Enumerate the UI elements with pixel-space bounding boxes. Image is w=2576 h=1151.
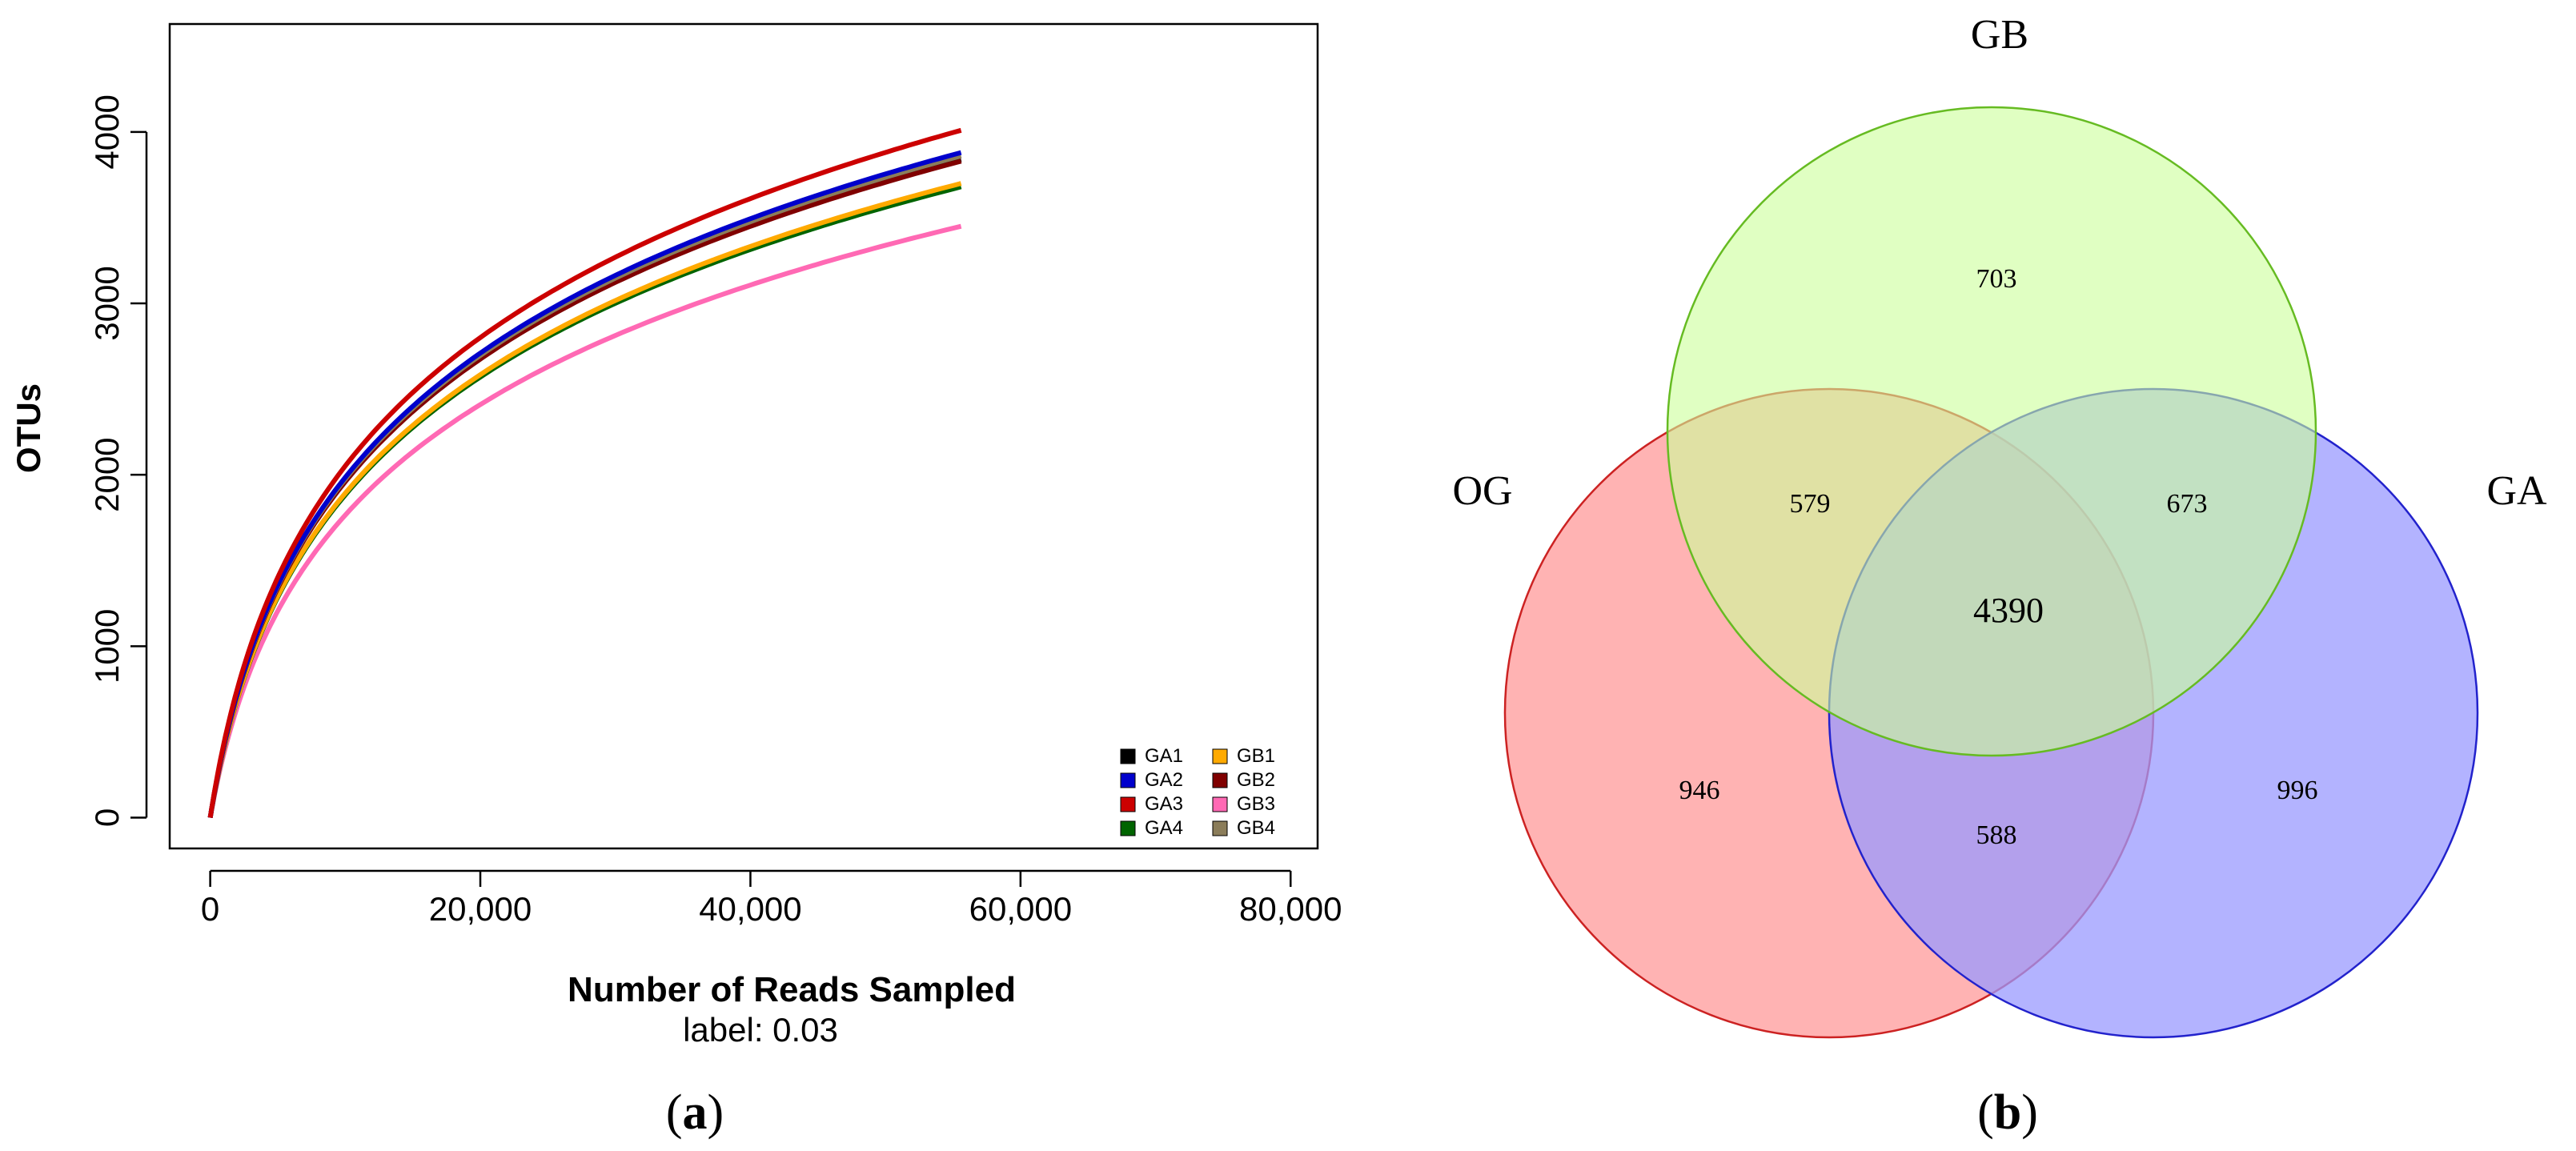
legend-label-gb1: GB1 [1237, 745, 1275, 767]
panel-a-caption: (a) [666, 1085, 724, 1140]
venn-region-og-ga: 588 [1976, 820, 2017, 850]
y-tick-label: 1000 [88, 609, 126, 684]
x-tick-label: 20,000 [429, 890, 532, 928]
legend-swatch-ga2 [1120, 772, 1136, 788]
legend-label-gb2: GB2 [1237, 769, 1275, 791]
legend-swatch-gb3 [1212, 796, 1228, 812]
series-line-ga4 [207, 184, 962, 819]
x-axis: 0 20,000 40,000 60,000 80,000 [201, 869, 1342, 928]
x-tick-label: 0 [201, 890, 219, 928]
panel-b-caption-close-paren: ) [2021, 1085, 2038, 1140]
series-line-gb2 [207, 158, 962, 819]
x-tick-label: 60,000 [969, 890, 1072, 928]
panel-b-caption-open-paren: ( [1977, 1085, 1994, 1140]
x-axis-title: Number of Reads Sampled [568, 970, 1016, 1009]
panel-a-caption-close-paren: ) [708, 1085, 724, 1140]
legend-swatch-gb4 [1212, 820, 1228, 836]
venn-label-ga: GA [2486, 468, 2547, 514]
series-line-ga2 [207, 150, 962, 819]
series-lines [207, 127, 962, 819]
legend-label-ga2: GA2 [1145, 769, 1183, 791]
panel-a-caption-letter: a [683, 1085, 708, 1140]
y-tick-label: 4000 [88, 94, 126, 169]
venn-region-gb-ga: 673 [2167, 489, 2208, 519]
legend-swatch-ga4 [1120, 820, 1136, 836]
x-tick-label: 40,000 [699, 890, 801, 928]
y-axis-title: OTUs [10, 383, 47, 473]
venn-region-og-gb: 579 [1790, 489, 1831, 519]
chart-subtitle: label: 0.03 [683, 1011, 838, 1049]
legend-label-ga1: GA1 [1145, 745, 1183, 767]
legend-swatch-ga1 [1120, 748, 1136, 764]
venn-region-ga-only: 996 [2277, 776, 2318, 805]
series-line-ga3 [207, 127, 962, 819]
rarefaction-chart: 0 20,000 40,000 60,000 80,000 0 1000 2000 3000 4… [10, 22, 1342, 1140]
venn-region-og-only: 946 [1679, 776, 1720, 805]
venn-region-all: 4390 [1973, 591, 2044, 630]
venn-label-og: OG [1452, 468, 1512, 514]
y-tick-label: 3000 [88, 266, 126, 340]
legend-swatch-gb1 [1212, 748, 1228, 764]
y-tick-label: 0 [88, 808, 126, 827]
venn-diagram: GB OG GA 703 579 673 4390 946 996 588 (b… [1452, 12, 2547, 1140]
panel-b-caption: (b) [1977, 1085, 2038, 1140]
panel-a-caption-open-paren: ( [666, 1085, 683, 1140]
series-line-ga1 [207, 157, 962, 819]
y-axis: 0 1000 2000 3000 4000 [88, 94, 148, 827]
plot-frame [168, 22, 1319, 850]
panel-b-caption-letter: b [1994, 1085, 2021, 1140]
x-tick-label: 80,000 [1239, 890, 1342, 928]
legend-label-ga3: GA3 [1145, 793, 1183, 815]
legend-label-ga4: GA4 [1145, 817, 1183, 839]
legend-label-gb4: GB4 [1237, 817, 1275, 839]
venn-region-gb-only: 703 [1976, 264, 2017, 294]
series-line-gb3 [207, 223, 962, 819]
legend-label-gb3: GB3 [1237, 793, 1275, 815]
venn-circle-gb [1666, 106, 2317, 757]
y-tick-label: 2000 [88, 437, 126, 511]
legend-swatch-ga3 [1120, 796, 1136, 812]
legend-swatch-gb2 [1212, 772, 1228, 788]
venn-label-gb: GB [1971, 12, 2028, 58]
